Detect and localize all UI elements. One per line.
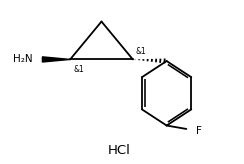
Text: &1: &1 xyxy=(74,65,84,74)
Text: F: F xyxy=(196,126,202,136)
Text: HCl: HCl xyxy=(108,144,131,157)
Polygon shape xyxy=(42,57,70,62)
Text: &1: &1 xyxy=(135,47,146,56)
Text: H₂N: H₂N xyxy=(13,54,33,64)
